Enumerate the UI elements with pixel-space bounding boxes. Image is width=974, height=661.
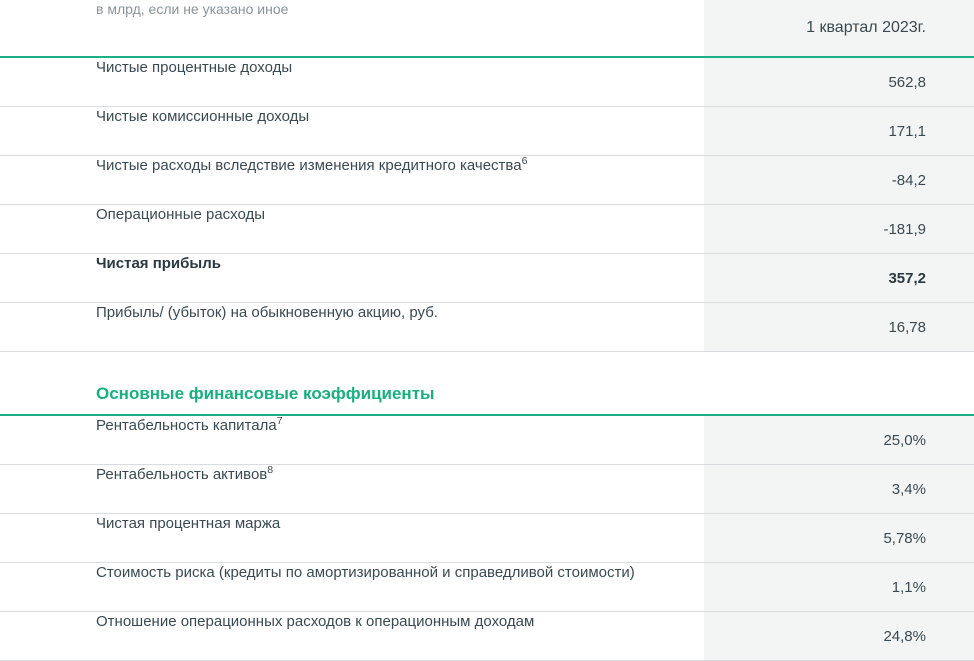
unit-note: в млрд, если не указано иное [0, 0, 704, 56]
row-label: Чистая процентная маржа [0, 514, 704, 562]
ratios-section: Рентабельность капитала725,0%Рентабельно… [0, 416, 974, 661]
ratios-title-row: Основные финансовые коэффициенты [0, 352, 974, 416]
row-value: 357,2 [704, 254, 974, 302]
table-row: Чистые расходы вследствие изменения кред… [0, 156, 974, 205]
table-row: Чистые комиссионные доходы171,1 [0, 107, 974, 156]
table-header-row: в млрд, если не указано иное 1 квартал 2… [0, 0, 974, 58]
row-label: Чистые комиссионные доходы [0, 107, 704, 155]
financial-table: в млрд, если не указано иное 1 квартал 2… [0, 0, 974, 661]
table-row: Чистая процентная маржа5,78% [0, 514, 974, 563]
row-label: Чистая прибыль [0, 254, 704, 302]
ratios-title: Основные финансовые коэффициенты [0, 352, 974, 414]
table-row: Операционные расходы-181,9 [0, 205, 974, 254]
row-label: Отношение операционных расходов к операц… [0, 612, 704, 660]
row-value: 171,1 [704, 107, 974, 155]
row-value: 5,78% [704, 514, 974, 562]
row-value: 16,78 [704, 303, 974, 351]
row-label: Стоимость риска (кредиты по амортизирова… [0, 563, 704, 611]
row-value: 25,0% [704, 416, 974, 464]
row-label: Чистые расходы вследствие изменения кред… [0, 156, 704, 204]
table-row: Чистые процентные доходы562,8 [0, 58, 974, 107]
row-label: Чистые процентные доходы [0, 58, 704, 106]
row-label: Операционные расходы [0, 205, 704, 253]
table-row: Рентабельность активов83,4% [0, 465, 974, 514]
row-value: -181,9 [704, 205, 974, 253]
row-label: Рентабельность капитала7 [0, 416, 704, 464]
row-value: 3,4% [704, 465, 974, 513]
table-row: Чистая прибыль357,2 [0, 254, 974, 303]
row-value: 1,1% [704, 563, 974, 611]
income-section: Чистые процентные доходы562,8Чистые коми… [0, 58, 974, 352]
row-value: -84,2 [704, 156, 974, 204]
table-row: Отношение операционных расходов к операц… [0, 612, 974, 661]
table-row: Прибыль/ (убыток) на обыкновенную акцию,… [0, 303, 974, 352]
period-label: 1 квартал 2023г. [704, 0, 974, 56]
table-row: Рентабельность капитала725,0% [0, 416, 974, 465]
row-value: 24,8% [704, 612, 974, 660]
row-label: Прибыль/ (убыток) на обыкновенную акцию,… [0, 303, 704, 351]
row-label: Рентабельность активов8 [0, 465, 704, 513]
row-value: 562,8 [704, 58, 974, 106]
table-row: Стоимость риска (кредиты по амортизирова… [0, 563, 974, 612]
